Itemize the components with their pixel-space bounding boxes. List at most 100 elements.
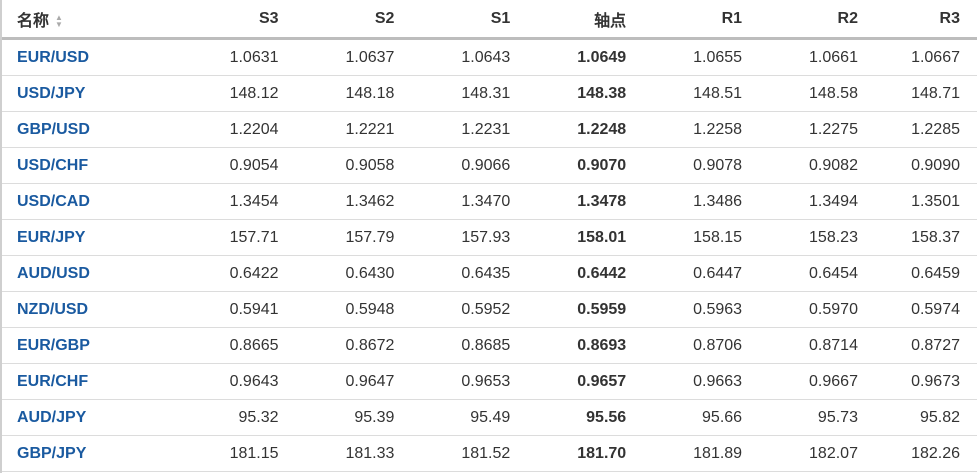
level-value: 182.07 — [742, 435, 858, 472]
pivot-value: 1.3478 — [510, 183, 627, 220]
column-header-s1: S1 — [394, 0, 511, 40]
level-value: 95.66 — [626, 399, 743, 436]
table-row: USD/JPY 148.12 148.18 148.31 148.38 148.51 148… — [2, 75, 977, 112]
level-value: 181.15 — [162, 435, 279, 472]
pivot-value: 0.6442 — [510, 255, 627, 292]
level-value: 0.6430 — [278, 255, 395, 292]
level-value: 157.71 — [162, 219, 279, 256]
pair-link[interactable]: USD/CHF — [2, 147, 163, 184]
pair-link[interactable]: AUD/USD — [2, 255, 163, 292]
level-value: 148.18 — [278, 75, 395, 112]
level-value: 0.9663 — [626, 363, 743, 400]
level-value: 0.9643 — [162, 363, 279, 400]
pair-link[interactable]: GBP/JPY — [2, 435, 163, 472]
level-value: 1.3501 — [857, 183, 977, 220]
level-value: 0.8706 — [626, 327, 743, 364]
level-value: 1.3494 — [742, 183, 858, 220]
header-row: 名称 ▲ ▼ S3 S2 S1 轴点 R1 R2 R3 — [2, 0, 977, 40]
level-value: 1.0661 — [742, 38, 858, 76]
level-value: 148.71 — [857, 75, 977, 112]
level-value: 0.6435 — [394, 255, 511, 292]
level-value: 158.37 — [857, 219, 977, 256]
pair-link[interactable]: EUR/GBP — [2, 327, 163, 364]
level-value: 0.9090 — [857, 147, 977, 184]
table-row: GBP/USD 1.2204 1.2221 1.2231 1.2248 1.2258 1.2… — [2, 111, 977, 148]
level-value: 158.15 — [626, 219, 743, 256]
table-row: NZD/USD 0.5941 0.5948 0.5952 0.5959 0.5963 0.5… — [2, 291, 977, 328]
level-value: 1.0631 — [162, 38, 279, 76]
pivot-value: 0.8693 — [510, 327, 627, 364]
level-value: 0.5974 — [857, 291, 977, 328]
level-value: 95.32 — [162, 399, 279, 436]
level-value: 1.2231 — [394, 111, 511, 148]
level-value: 157.93 — [394, 219, 511, 256]
level-value: 0.8727 — [857, 327, 977, 364]
pivot-value: 148.38 — [510, 75, 627, 112]
level-value: 0.9078 — [626, 147, 743, 184]
pivot-value: 158.01 — [510, 219, 627, 256]
level-value: 0.9066 — [394, 147, 511, 184]
pair-link[interactable]: AUD/JPY — [2, 399, 163, 436]
level-value: 1.2221 — [278, 111, 395, 148]
table-row: EUR/JPY 157.71 157.79 157.93 158.01 158.15 158… — [2, 219, 977, 256]
level-value: 181.89 — [626, 435, 743, 472]
level-value: 181.52 — [394, 435, 511, 472]
table-row: AUD/JPY 95.32 95.39 95.49 95.56 95.66 95.73 95.… — [2, 399, 977, 436]
column-header-r2: R2 — [742, 0, 858, 40]
table-row: GBP/JPY 181.15 181.33 181.52 181.70 181.89 182… — [2, 435, 977, 472]
level-value: 1.2204 — [162, 111, 279, 148]
sort-arrows-icon[interactable]: ▲ ▼ — [55, 13, 63, 30]
level-value: 0.5952 — [394, 291, 511, 328]
pair-link[interactable]: EUR/CHF — [2, 363, 163, 400]
level-value: 95.39 — [278, 399, 395, 436]
level-value: 1.0667 — [857, 38, 977, 76]
level-value: 1.3462 — [278, 183, 395, 220]
level-value: 0.8672 — [278, 327, 395, 364]
level-value: 0.8685 — [394, 327, 511, 364]
level-value: 1.2285 — [857, 111, 977, 148]
level-value: 0.6454 — [742, 255, 858, 292]
pair-link[interactable]: EUR/JPY — [2, 219, 163, 256]
level-value: 1.3470 — [394, 183, 511, 220]
level-value: 1.0643 — [394, 38, 511, 76]
pivot-value: 1.2248 — [510, 111, 627, 148]
pair-link[interactable]: NZD/USD — [2, 291, 163, 328]
level-value: 0.9058 — [278, 147, 395, 184]
level-value: 148.51 — [626, 75, 743, 112]
pair-link[interactable]: USD/CAD — [2, 183, 163, 220]
level-value: 95.82 — [857, 399, 977, 436]
pair-link[interactable]: GBP/USD — [2, 111, 163, 148]
pivot-value: 0.9070 — [510, 147, 627, 184]
pivot-value: 181.70 — [510, 435, 627, 472]
pair-link[interactable]: EUR/USD — [2, 38, 163, 76]
level-value: 181.33 — [278, 435, 395, 472]
level-value: 0.9673 — [857, 363, 977, 400]
level-value: 148.58 — [742, 75, 858, 112]
table-row: USD/CAD 1.3454 1.3462 1.3470 1.3478 1.3486 1.3… — [2, 183, 977, 220]
level-value: 0.6422 — [162, 255, 279, 292]
level-value: 0.9653 — [394, 363, 511, 400]
level-value: 1.3486 — [626, 183, 743, 220]
level-value: 157.79 — [278, 219, 395, 256]
column-header-r3: R3 — [857, 0, 977, 40]
level-value: 1.0637 — [278, 38, 395, 76]
level-value: 158.23 — [742, 219, 858, 256]
level-value: 0.5970 — [742, 291, 858, 328]
table-row: EUR/USD 1.0631 1.0637 1.0643 1.0649 1.0655 1.0… — [2, 38, 977, 76]
level-value: 0.9647 — [278, 363, 395, 400]
pivot-value: 0.9657 — [510, 363, 627, 400]
table-row: EUR/GBP 0.8665 0.8672 0.8685 0.8693 0.8706 0.8… — [2, 327, 977, 364]
column-header-r1: R1 — [626, 0, 743, 40]
table-row: AUD/USD 0.6422 0.6430 0.6435 0.6442 0.6447 0.6… — [2, 255, 977, 292]
pivot-value: 0.5959 — [510, 291, 627, 328]
table-row: USD/CHF 0.9054 0.9058 0.9066 0.9070 0.9078 0.9… — [2, 147, 977, 184]
level-value: 148.31 — [394, 75, 511, 112]
column-header-s3: S3 — [162, 0, 279, 40]
level-value: 1.3454 — [162, 183, 279, 220]
column-header-name[interactable]: 名称 ▲ ▼ — [2, 0, 163, 40]
pivot-value: 95.56 — [510, 399, 627, 436]
pair-link[interactable]: USD/JPY — [2, 75, 163, 112]
level-value: 0.5963 — [626, 291, 743, 328]
